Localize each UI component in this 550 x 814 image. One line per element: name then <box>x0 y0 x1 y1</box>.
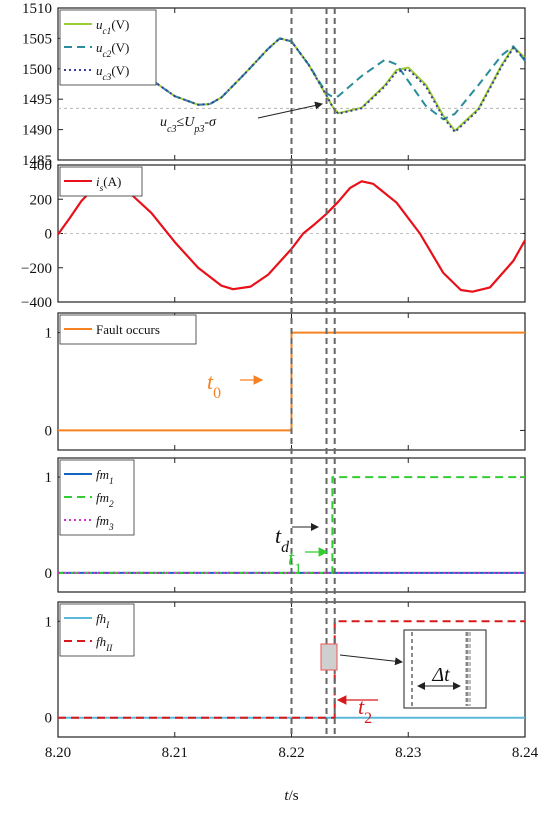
y-tick-label: 1505 <box>22 31 52 47</box>
series-line-fm-2 <box>58 476 525 574</box>
y-tick-label: 1495 <box>22 92 52 108</box>
annotation-arrow <box>257 101 323 119</box>
y-tick-label: 200 <box>30 192 53 208</box>
annotation-t1: t1 <box>288 545 302 578</box>
legend: uc1(V) uc2(V) uc3(V) <box>59 9 157 86</box>
y-tick-label: 1485 <box>22 153 52 169</box>
legend-label: fm2 <box>96 490 114 510</box>
y-tick-label: 1 <box>45 614 53 630</box>
panel-current: −400 −200 0 200 400 is(A) <box>21 158 526 311</box>
annotation-threshold: uc3≤Up3-σ <box>160 115 217 135</box>
zoom-arrow <box>339 654 403 666</box>
series-line-i-s-A- <box>57 180 526 293</box>
legend-label: Fault occurs <box>96 322 160 337</box>
legend: Fault occurs <box>59 314 197 345</box>
legend-label: uc2(V) <box>96 40 129 60</box>
x-tick-label: 8.24 <box>512 745 539 761</box>
panel-fault: 0 1 Fault occurs <box>45 312 526 451</box>
zoom-box <box>320 643 338 671</box>
annotation-td: td <box>275 523 289 556</box>
annotation-t0: t0 <box>207 369 221 402</box>
y-tick-label: −400 <box>21 295 52 311</box>
series-line-fh-II <box>58 620 525 719</box>
inset-frame <box>403 629 487 709</box>
legend-label: is(A) <box>96 174 121 194</box>
y-tick-label: 0 <box>45 227 53 243</box>
panel-fm-flags: 0 1 fm1 fm2 fm3 <box>45 457 526 593</box>
y-tick-label: 1490 <box>22 123 52 139</box>
y-tick-label: 400 <box>30 158 53 174</box>
legend: fm1 fm2 fm3 <box>59 459 135 536</box>
legend-label: fm1 <box>96 467 114 487</box>
x-tick-label: 8.21 <box>162 745 188 761</box>
y-tick-label: 1500 <box>22 62 52 78</box>
legend-box <box>59 459 135 536</box>
legend: is(A) <box>59 166 143 197</box>
y-tick-label: 0 <box>45 711 53 727</box>
legend: fhI fhII <box>59 603 135 657</box>
x-tick-label: 8.20 <box>45 745 71 761</box>
legend-label: fhI <box>96 611 110 631</box>
legend-label: fm3 <box>96 513 114 533</box>
y-tick-label: −200 <box>21 261 52 277</box>
legend-label: uc3(V) <box>96 63 129 83</box>
x-axis-label: t/s <box>284 788 298 804</box>
legend-label: fhII <box>96 634 113 654</box>
y-tick-label: 0 <box>45 423 53 439</box>
y-tick-label: 1 <box>45 326 53 342</box>
y-tick-label: 0 <box>45 566 53 582</box>
x-tick-label: 8.23 <box>395 745 421 761</box>
annotation-t2: t2 <box>358 694 372 727</box>
legend-box <box>59 603 135 657</box>
y-tick-label: 1 <box>45 470 53 486</box>
y-tick-label: 1510 <box>22 1 52 17</box>
series-line-u-c3-V- <box>86 37 526 133</box>
legend-label: uc1(V) <box>96 17 129 37</box>
legend-box <box>59 9 157 86</box>
x-tick-label: 8.22 <box>278 745 304 761</box>
panel-capacitor-voltages: 1485 1490 1495 1500 1505 1510 uc1(V) uc2(V) uc3(… <box>22 1 526 169</box>
zoom-inset: Δt <box>403 629 487 709</box>
annotation-dt: Δt <box>431 664 450 686</box>
panel-fh-flags: 0 1 fhI fhII <box>45 601 526 738</box>
